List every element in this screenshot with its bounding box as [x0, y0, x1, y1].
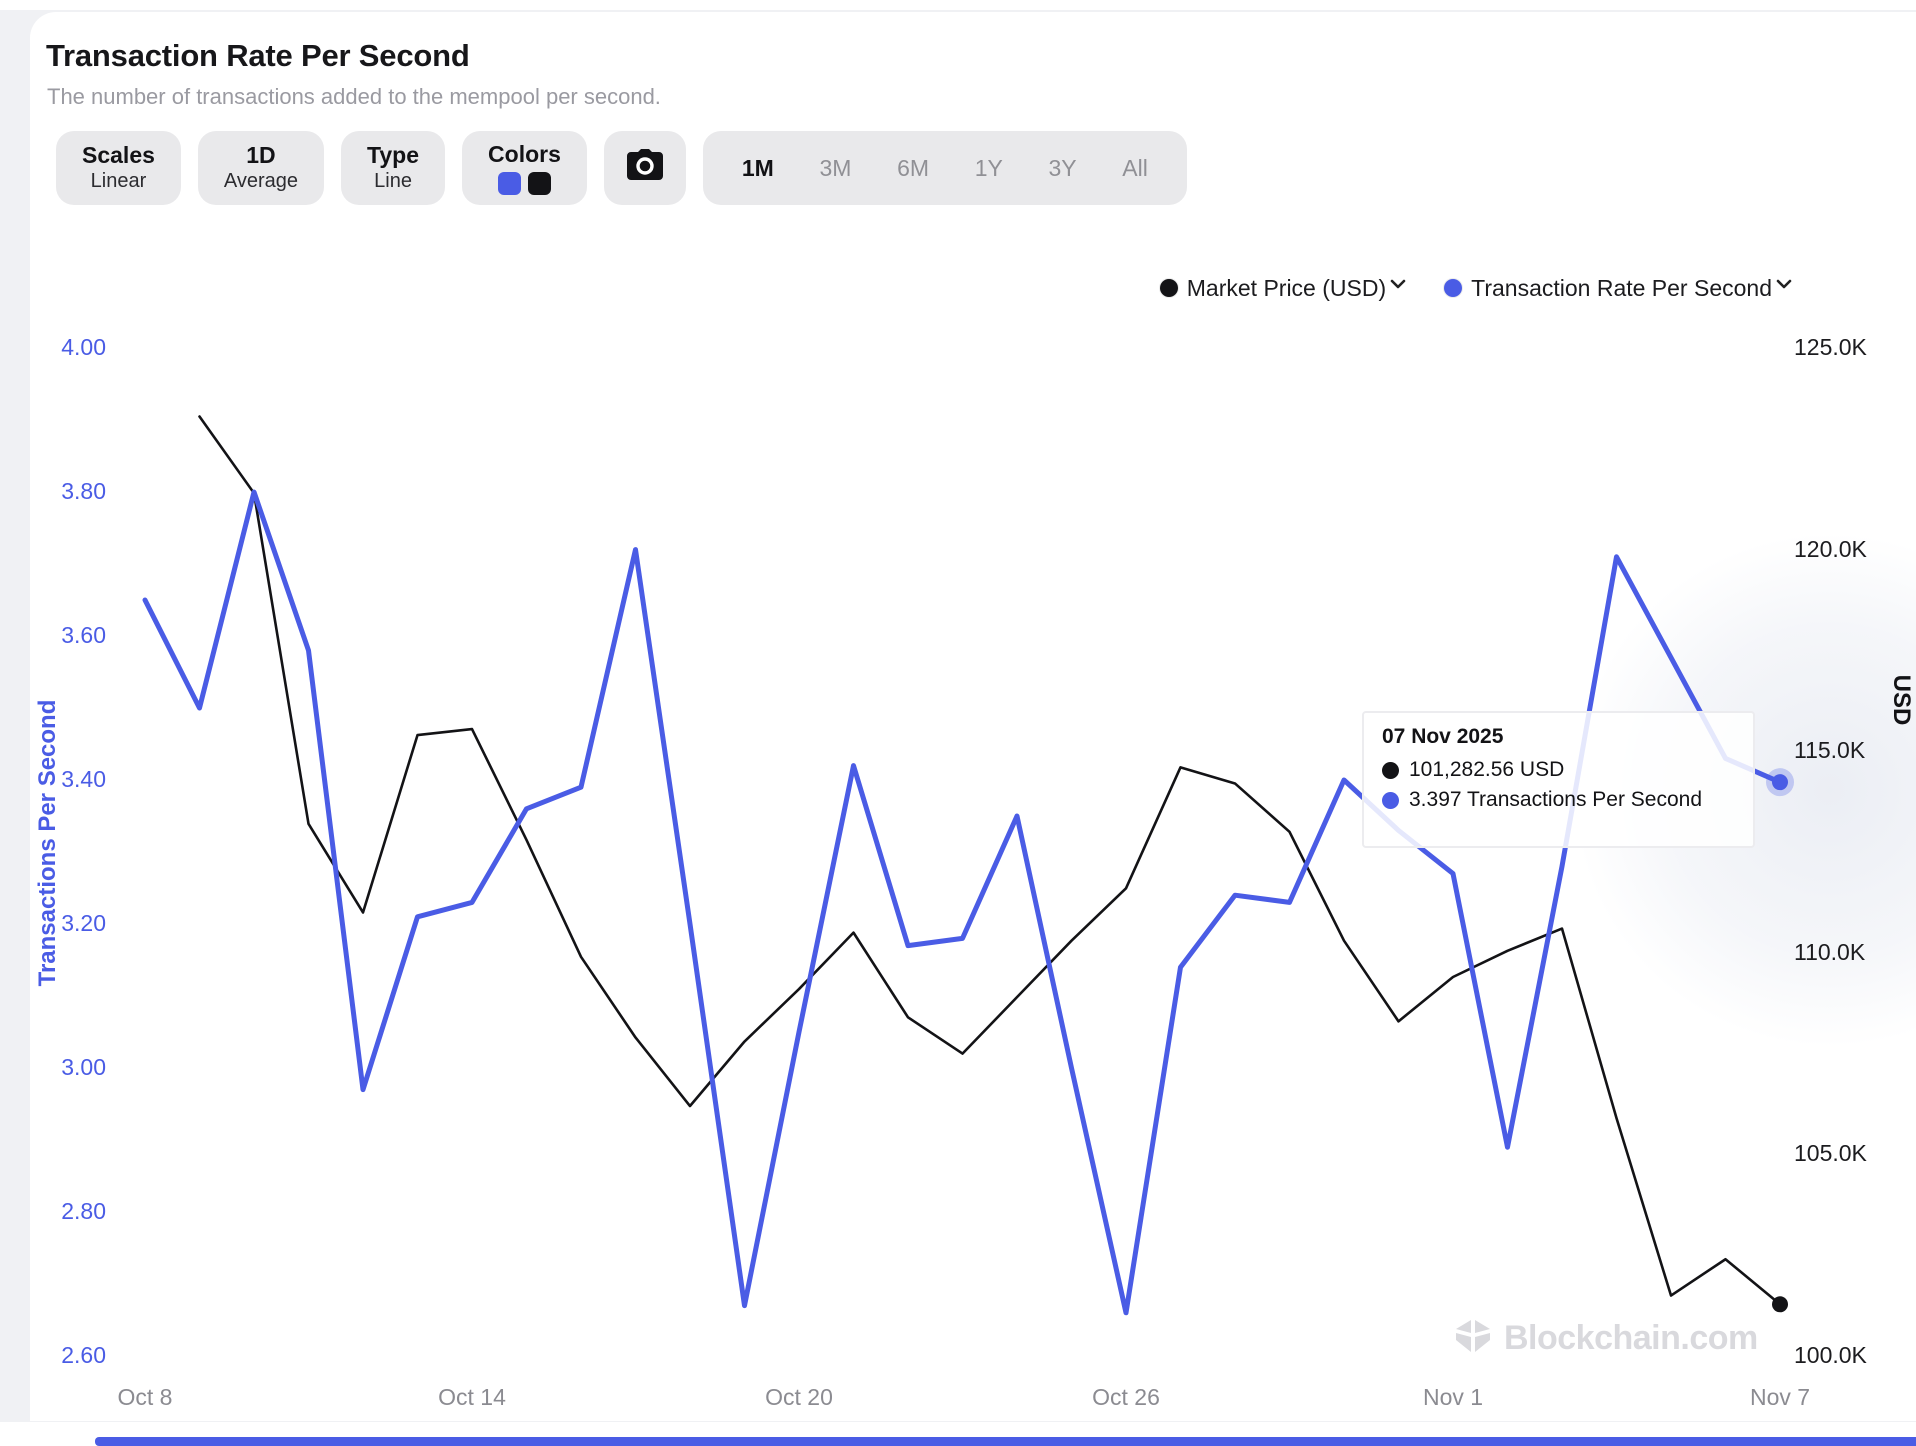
- left-axis-tick: 3.80: [61, 478, 106, 504]
- left-axis-tick: 2.80: [61, 1198, 106, 1224]
- chart-legend: Market Price (USD) Transaction Rate Per …: [1159, 273, 1792, 303]
- bottom-accent-bar: [95, 1437, 1916, 1446]
- type-button-label: Type: [367, 141, 420, 168]
- color-swatches: [497, 171, 551, 195]
- left-axis-tick: 4.00: [61, 334, 106, 360]
- x-axis-tick: Nov 7: [1749, 1384, 1811, 1410]
- chevron-down-icon: [1390, 276, 1406, 294]
- legend-item-transaction-rate[interactable]: Transaction Rate Per Second: [1444, 275, 1792, 302]
- legend-item-market-price[interactable]: Market Price (USD): [1159, 274, 1406, 302]
- x-axis-tick: Nov 1: [1422, 1384, 1484, 1410]
- right-axis-tick: 110.0K: [1794, 938, 1866, 965]
- page-subtitle: The number of transactions added to the …: [47, 84, 661, 109]
- average-button-label: 1D: [246, 141, 276, 168]
- tooltip-market-price-dot-icon: [1382, 761, 1399, 779]
- tooltip-market-price-value: 101,282.56 USD: [1409, 758, 1565, 781]
- colors-button[interactable]: Colors: [462, 131, 587, 205]
- market-price-endpoint-dot: [1772, 1296, 1788, 1313]
- color-swatch-blue[interactable]: [497, 171, 521, 195]
- left-axis-tick: 3.20: [61, 910, 106, 936]
- right-axis-tick: 125.0K: [1794, 334, 1867, 360]
- page-title: Transaction Rate Per Second: [46, 38, 470, 73]
- time-range-selector: 1M 3M 6M 1Y 3Y All: [702, 131, 1187, 205]
- series-line-market-price: [198, 415, 1782, 1306]
- chevron-down-icon: [1776, 276, 1792, 294]
- right-axis-tick: 115.0K: [1794, 737, 1866, 764]
- left-axis-tick: 3.40: [61, 766, 106, 792]
- chart-toolbar: Scales Linear 1D Average Type Line Color…: [56, 131, 1187, 205]
- transaction-rate-dot-icon: [1444, 279, 1463, 297]
- tooltip-row-market-price: 101,282.56 USD: [1382, 758, 1753, 782]
- scales-button-label: Scales: [82, 141, 155, 168]
- left-axis-tick: 3.00: [61, 1054, 106, 1080]
- blockchain-logo-icon: [1452, 1316, 1494, 1361]
- blockchain-watermark: Blockchain.com: [1452, 1316, 1758, 1361]
- scales-button-value: Linear: [90, 170, 147, 193]
- next-section-strip: [0, 1423, 1916, 1446]
- tooltip-transaction-rate-value: 3.397 Transactions Per Second: [1409, 788, 1703, 811]
- range-tab-1y[interactable]: 1Y: [974, 154, 1003, 181]
- range-tab-6m[interactable]: 6M: [897, 154, 930, 181]
- colors-button-label: Colors: [488, 141, 561, 168]
- color-swatch-black[interactable]: [527, 171, 551, 195]
- legend-label-transaction-rate: Transaction Rate Per Second: [1471, 274, 1772, 301]
- average-button[interactable]: 1D Average: [197, 131, 325, 205]
- x-axis-tick: Oct 26: [1092, 1384, 1160, 1410]
- x-axis-tick: Oct 14: [438, 1384, 506, 1410]
- screenshot-button[interactable]: [603, 131, 686, 205]
- tooltip-date: 07 Nov 2025: [1382, 725, 1504, 748]
- camera-icon: [625, 148, 665, 188]
- type-button-value: Line: [374, 170, 412, 193]
- left-axis-tick: 2.60: [61, 1342, 106, 1368]
- transaction-rate-endpoint-dot: [1772, 774, 1788, 791]
- tooltip-transaction-rate-dot-icon: [1382, 791, 1399, 809]
- chart-tooltip: 07 Nov 2025 101,282.56 USD 3.397 Transac…: [1362, 711, 1755, 848]
- range-tab-3y[interactable]: 3Y: [1048, 154, 1077, 181]
- right-axis-tick: 100.0K: [1794, 1342, 1867, 1368]
- x-axis-tick: Oct 8: [117, 1384, 173, 1410]
- range-tab-3m[interactable]: 3M: [819, 154, 852, 181]
- market-price-dot-icon: [1159, 279, 1178, 297]
- scales-button[interactable]: Scales Linear: [56, 131, 181, 205]
- tooltip-row-transaction-rate: 3.397 Transactions Per Second: [1382, 788, 1753, 812]
- x-axis-tick: Oct 20: [765, 1384, 833, 1410]
- left-axis-title: Transactions Per Second: [34, 699, 61, 987]
- right-axis-tick: 120.0K: [1794, 535, 1867, 562]
- right-axis-title: USD: [1888, 674, 1915, 726]
- left-axis-tick: 3.60: [61, 622, 106, 648]
- average-button-value: Average: [223, 170, 299, 193]
- watermark-text: Blockchain.com: [1504, 1319, 1758, 1357]
- range-tab-1m[interactable]: 1M: [741, 154, 774, 181]
- range-tab-all[interactable]: All: [1122, 154, 1148, 181]
- series-line-transaction-rate: [142, 489, 1783, 1316]
- legend-label-market-price: Market Price (USD): [1186, 274, 1387, 301]
- right-axis-tick: 105.0K: [1794, 1140, 1867, 1167]
- type-button[interactable]: Type Line: [341, 131, 446, 205]
